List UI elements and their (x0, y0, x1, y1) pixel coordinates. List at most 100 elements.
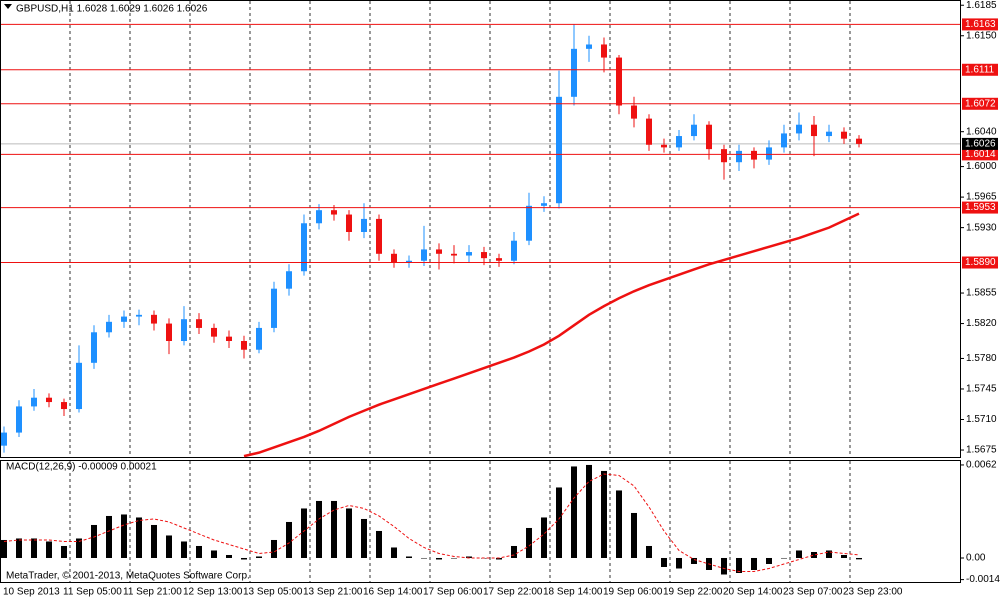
candle-body (76, 362, 82, 410)
macd-bar (1, 539, 7, 558)
candle-body (16, 406, 22, 433)
macd-bar (301, 508, 307, 558)
candle-body (631, 105, 637, 119)
macd-bar (721, 557, 727, 575)
y-tick-label: 1.5675 (966, 445, 997, 456)
candle-body (616, 57, 622, 106)
macd-bar (526, 527, 532, 558)
candle-body (841, 131, 847, 139)
candle-body (736, 150, 742, 163)
candle-body (301, 223, 307, 272)
macd-bar (391, 547, 397, 558)
y-tick-label: 0.0062 (966, 460, 997, 471)
candle-body (511, 240, 517, 261)
macd-bar (121, 514, 127, 558)
macd-bar (826, 550, 832, 558)
macd-bar (316, 500, 322, 558)
macd-bar (61, 545, 67, 558)
candle-body (61, 402, 67, 410)
macd-bar (271, 539, 277, 558)
level-label: 1.6163 (965, 19, 996, 30)
candle-body (526, 205, 532, 241)
candle-body (601, 44, 607, 58)
x-tick-label: 18 Sep 14:00 (543, 587, 603, 598)
macd-bar (856, 557, 862, 560)
candle-body (91, 332, 97, 363)
macd-bar (226, 554, 232, 558)
candle-body (136, 314, 142, 317)
macd-bar (586, 464, 592, 558)
y-tick-label: 1.5930 (966, 222, 997, 233)
level-label-box (962, 256, 998, 269)
level-label: 1.6072 (965, 98, 996, 109)
macd-label: MACD(12,26,9) -0.00009 0.00021 (6, 462, 157, 473)
y-tick-label: 1.5780 (966, 353, 997, 364)
macd-bar (286, 521, 292, 558)
y-tick-label: 1.6000 (966, 161, 997, 172)
level-label: 1.5890 (965, 257, 996, 268)
candle-body (211, 327, 217, 337)
macd-bar (406, 556, 412, 558)
level-label: 1.6014 (965, 149, 996, 160)
candle-body (391, 253, 397, 263)
candle-body (586, 44, 592, 49)
y-tick-label: 0.00 (966, 553, 986, 564)
candle-body (541, 203, 547, 206)
macd-bar (601, 470, 607, 558)
chart-title: GBPUSD,H1 1.6028 1.6029 1.6026 1.6026 (16, 4, 208, 15)
macd-bar (541, 517, 547, 558)
macd-bar (256, 556, 262, 558)
macd-bar (691, 557, 697, 564)
candle-body (46, 397, 52, 403)
candle-body (451, 253, 457, 256)
macd-bar (841, 554, 847, 558)
y-tick-label: 1.5855 (966, 288, 997, 299)
macd-bar (181, 541, 187, 558)
candle-body (316, 210, 322, 224)
x-tick-label: 13 Sep 05:00 (243, 587, 303, 598)
x-tick-label: 10 Sep 2013 (3, 587, 60, 598)
macd-bar (571, 466, 577, 558)
candle-body (751, 150, 757, 160)
macd-bar (766, 557, 772, 564)
macd-bar (451, 557, 457, 559)
candle-body (706, 124, 712, 150)
y-tick-label: 1.6150 (966, 30, 997, 41)
macd-bar (331, 500, 337, 558)
x-tick-label: 23 Sep 23:00 (843, 587, 903, 598)
candle-body (796, 124, 802, 134)
macd-bar (676, 557, 682, 569)
macd-bar (496, 557, 502, 560)
candle-body (781, 133, 787, 148)
x-tick-label: 20 Sep 14:00 (723, 587, 783, 598)
level-label-box (962, 148, 998, 161)
macd-bar (91, 524, 97, 558)
candle-body (256, 327, 262, 350)
candle-body (481, 252, 487, 259)
y-tick-label: -0.00144 (966, 574, 1000, 585)
candle-body (766, 147, 772, 160)
candle-body (826, 131, 832, 137)
macd-signal (3, 473, 860, 572)
macd-bar (346, 508, 352, 558)
macd-bar (616, 490, 622, 558)
candle-body (241, 341, 247, 350)
macd-bar (631, 512, 637, 558)
y-tick-label: 1.6185 (966, 0, 997, 11)
x-tick-label: 17 Sep 22:00 (483, 587, 543, 598)
candle-body (496, 258, 502, 261)
macd-bar (151, 524, 157, 558)
macd-bar (811, 551, 817, 558)
x-tick-label: 12 Sep 13:00 (183, 587, 243, 598)
y-tick-label: 1.5745 (966, 384, 997, 395)
candle-body (31, 397, 37, 407)
candle-body (361, 218, 367, 232)
x-tick-label: 17 Sep 06:00 (423, 587, 483, 598)
current-price-label: 1.6026 (965, 139, 996, 150)
candle-body (571, 48, 577, 97)
level-label-box (962, 201, 998, 214)
candle-body (286, 271, 292, 289)
x-tick-label: 23 Sep 07:00 (783, 587, 843, 598)
